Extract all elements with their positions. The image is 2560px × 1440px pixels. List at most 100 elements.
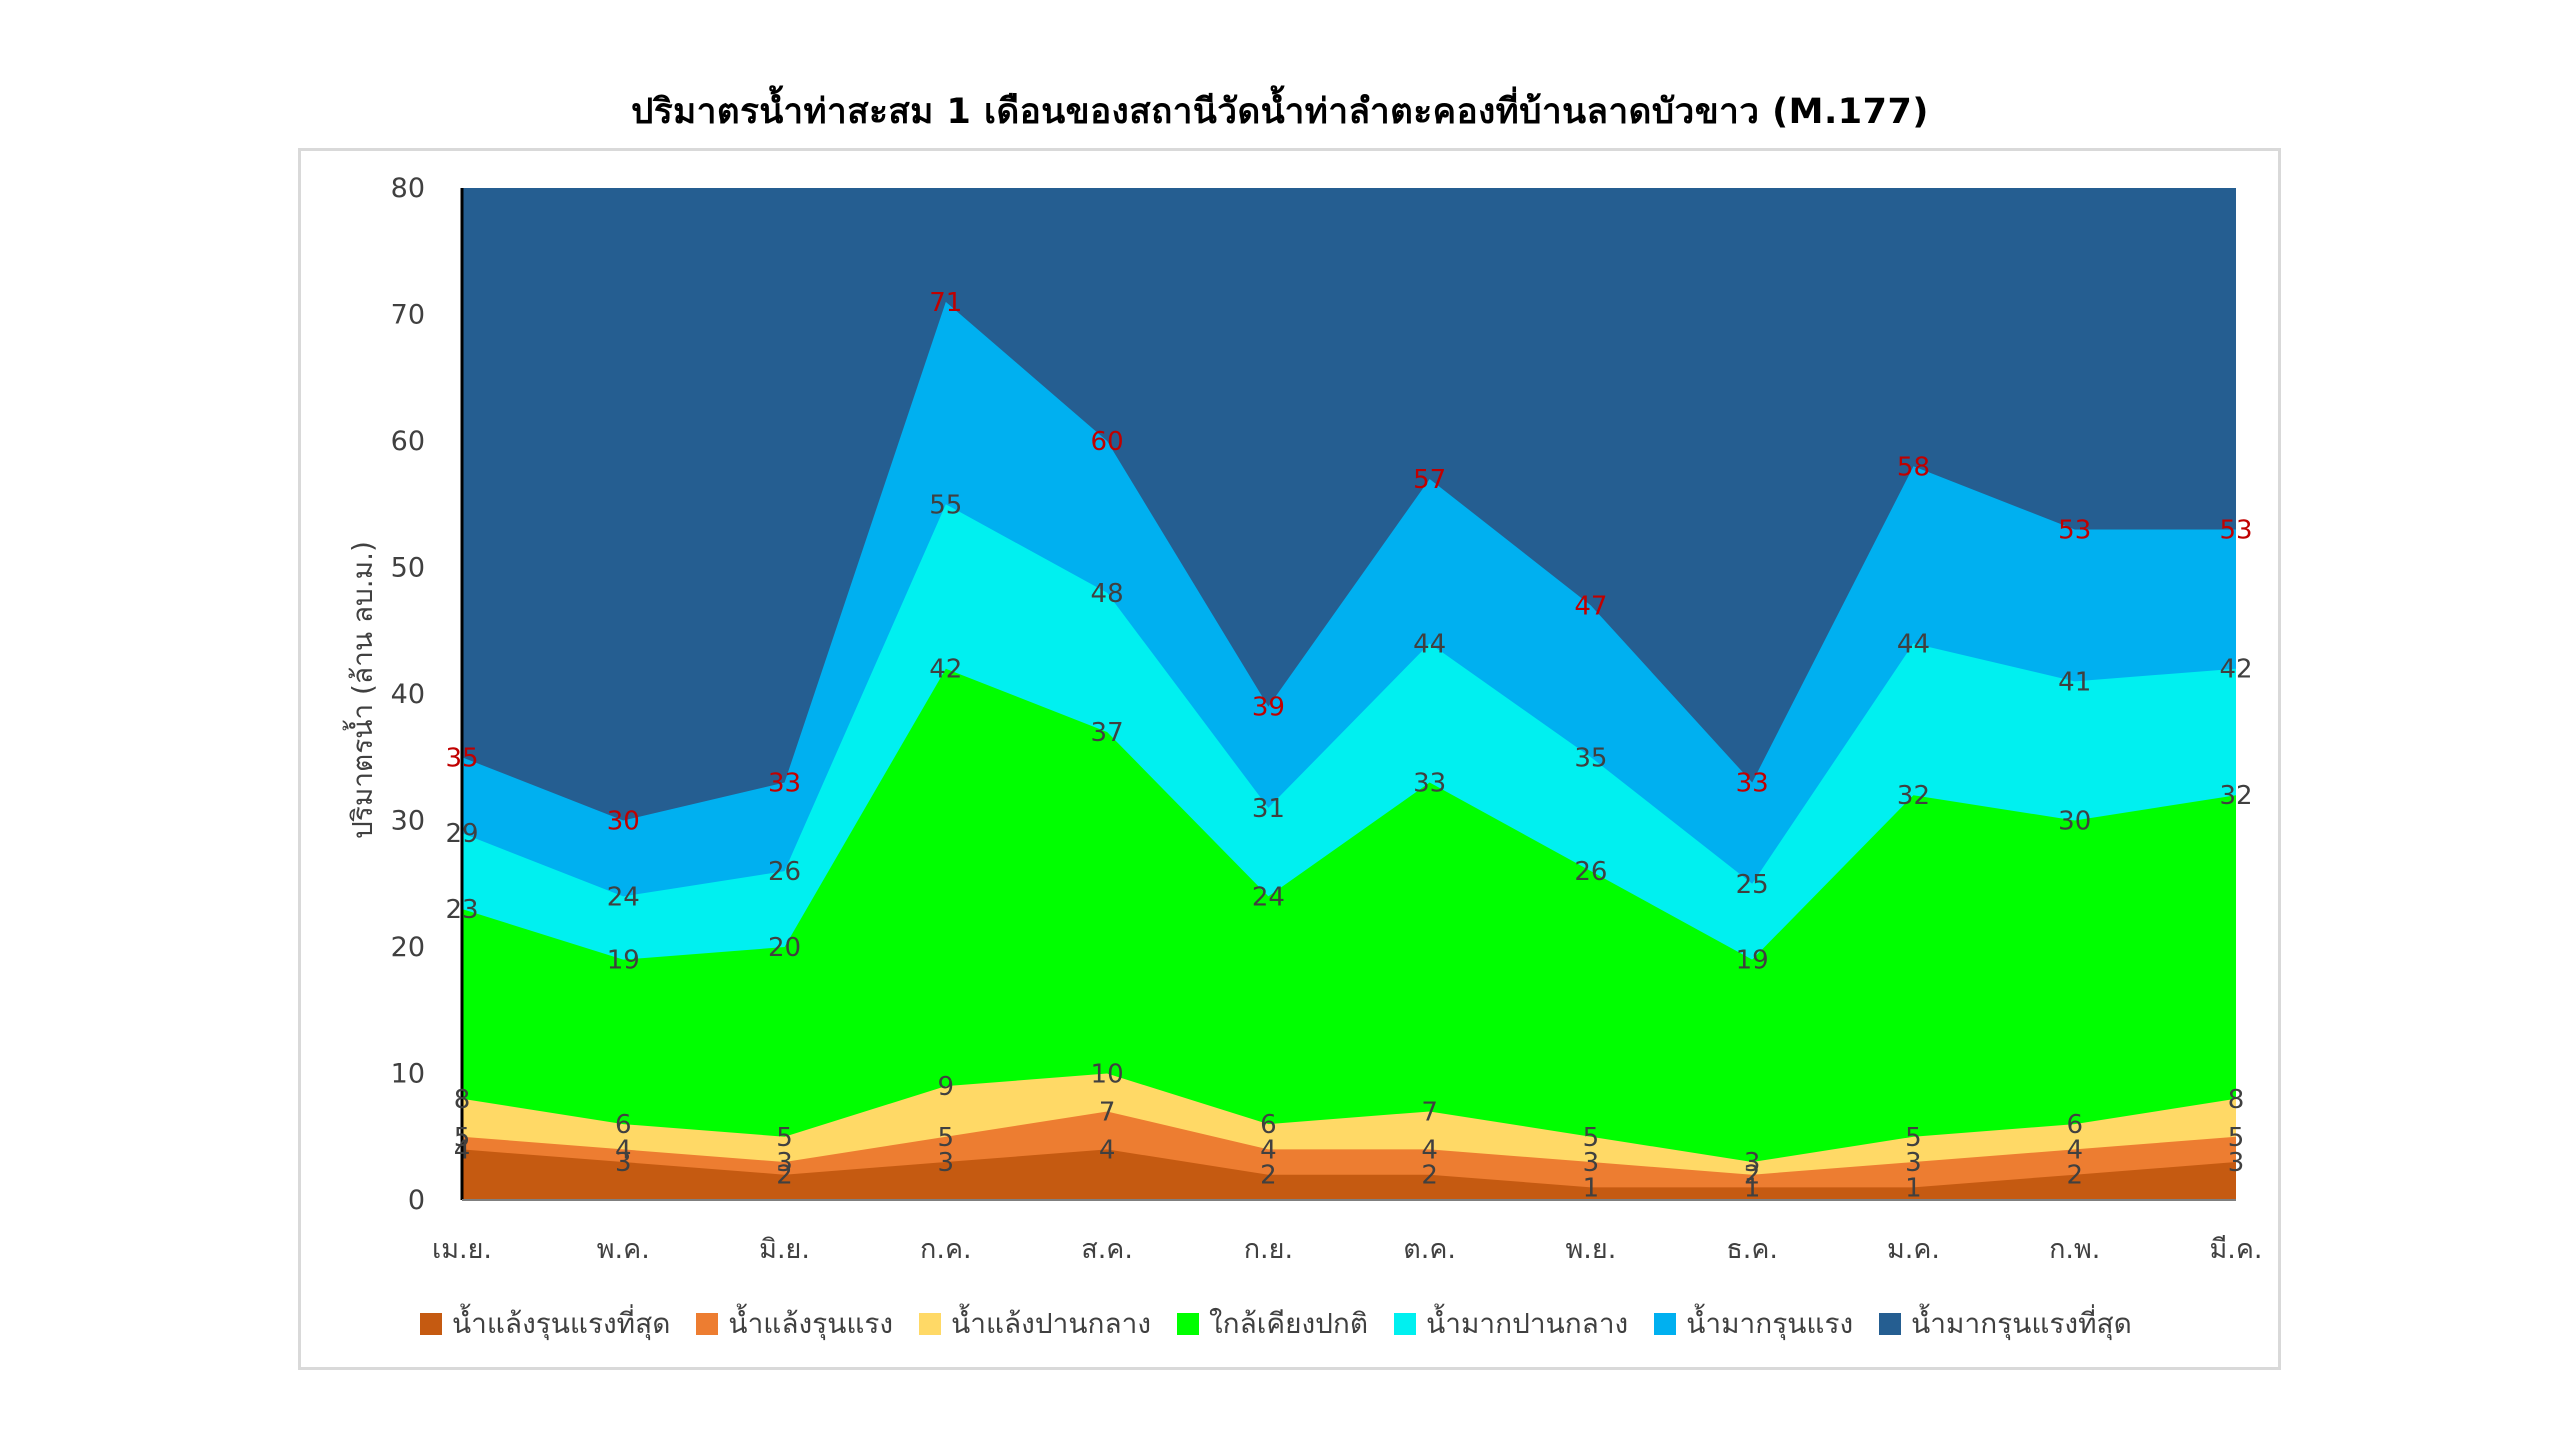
legend-swatch [696, 1313, 719, 1335]
legend-item: น้ำมากปานกลาง [1394, 1302, 1628, 1346]
data-label: 39 [1252, 693, 1285, 723]
data-label: 24 [607, 882, 640, 912]
x-tick-label: ธ.ค. [1726, 1234, 1778, 1265]
data-label: 35 [1574, 743, 1607, 773]
x-tick-label: ก.พ. [2049, 1234, 2100, 1265]
y-tick-label: 30 [391, 806, 425, 837]
legend-swatch [420, 1313, 442, 1335]
data-label: 6 [615, 1110, 632, 1140]
data-label: 4 [615, 1135, 632, 1165]
legend-item: ใกล้เคียงปกติ [1177, 1302, 1368, 1346]
data-label: 71 [929, 288, 962, 318]
legend-swatch [1394, 1313, 1417, 1335]
data-label: 42 [2219, 655, 2252, 685]
data-label: 53 [2219, 516, 2252, 546]
data-label: 55 [929, 490, 962, 520]
data-label: 1 [1583, 1173, 1600, 1203]
data-label: 3 [615, 1148, 632, 1178]
legend-item: น้ำแล้งรุนแรง [696, 1302, 893, 1346]
legend-swatch [1177, 1313, 1199, 1335]
data-label: 5 [1905, 1123, 1922, 1153]
x-tick-label: ก.ค. [920, 1234, 972, 1265]
data-label: 19 [607, 946, 640, 976]
data-label: 2 [1421, 1161, 1438, 1191]
data-label: 8 [2228, 1085, 2245, 1115]
data-label: 57 [1413, 465, 1446, 495]
area-series-3 [462, 668, 2236, 1200]
data-label: 24 [1252, 882, 1285, 912]
y-tick-label: 70 [391, 300, 425, 331]
data-label: 1 [1744, 1173, 1761, 1203]
data-label: 26 [1574, 857, 1607, 887]
data-label: 3 [776, 1148, 793, 1178]
x-tick-label: ก.ย. [1244, 1234, 1293, 1265]
data-label: 60 [1091, 427, 1124, 457]
chart-title: ปริมาตรน้ำท่าสะสม 1 เดือนของสถานีวัดน้ำท… [631, 92, 1929, 132]
y-tick-label: 0 [408, 1185, 425, 1216]
chart-frame [298, 148, 2281, 1370]
data-label: 1 [1905, 1173, 1922, 1203]
y-tick-label: 80 [391, 173, 425, 204]
legend-item: น้ำมากรุนแรง [1654, 1302, 1853, 1346]
data-label: 31 [1252, 794, 1285, 824]
data-label: 4 [1260, 1135, 1277, 1165]
data-label: 3 [1583, 1148, 1600, 1178]
data-label: 33 [1413, 769, 1446, 799]
x-tick-label: มิ.ย. [759, 1234, 810, 1265]
y-tick-label: 40 [391, 679, 425, 710]
data-label: 37 [1091, 718, 1124, 748]
data-label: 47 [1574, 591, 1607, 621]
data-label: 4 [2066, 1135, 2083, 1165]
data-label: 30 [607, 807, 640, 837]
data-label: 42 [929, 655, 962, 685]
data-label: 3 [2228, 1148, 2245, 1178]
legend-label: น้ำแล้งปานกลาง [951, 1307, 1151, 1340]
data-label: 33 [768, 769, 801, 799]
data-label: 2 [2066, 1161, 2083, 1191]
legend: น้ำแล้งรุนแรงที่สุด น้ำแล้งรุนแรง น้ำแล้งป… [420, 1300, 2200, 1348]
legend-swatch [919, 1313, 942, 1335]
data-label: 2 [1744, 1161, 1761, 1191]
data-label: 4 [1421, 1135, 1438, 1165]
data-label: 33 [1736, 769, 1769, 799]
y-tick-label: 50 [391, 553, 425, 584]
data-label: 6 [2066, 1110, 2083, 1140]
data-label: 3 [938, 1148, 955, 1178]
data-label: 35 [445, 743, 478, 773]
y-tick-label: 60 [391, 426, 425, 457]
legend-item: น้ำแล้งรุนแรงที่สุด [420, 1302, 670, 1346]
data-label: 20 [768, 933, 801, 963]
legend-item: น้ำแล้งปานกลาง [919, 1302, 1151, 1346]
legend-label: ใกล้เคียงปกติ [1209, 1307, 1369, 1340]
data-label: 44 [1897, 629, 1930, 659]
y-tick-label: 10 [391, 1059, 425, 1090]
legend-swatch [1879, 1313, 1902, 1335]
y-axis-label: ปริมาตรน้ำ (ล้าน ลบ.ม.) [342, 541, 379, 839]
data-label: 48 [1091, 579, 1124, 609]
data-label: 10 [1091, 1060, 1124, 1090]
data-label: 32 [2219, 781, 2252, 811]
data-label: 7 [1099, 1097, 1116, 1127]
data-label: 25 [1736, 870, 1769, 900]
data-label: 29 [445, 819, 478, 849]
axes-layer: 0 10 20 30 40 50 60 70 80 เม.ย. พ.ค. มิ.ย. ก.ค. ส.ค. ก… [391, 173, 2263, 1265]
data-label: 53 [2058, 516, 2091, 546]
x-tick-label: มี.ค. [2209, 1234, 2262, 1265]
x-tick-label: ต.ค. [1403, 1234, 1456, 1265]
x-tick-label: ส.ค. [1081, 1234, 1133, 1265]
data-label: 8 [454, 1085, 471, 1115]
data-label: 5 [776, 1123, 793, 1153]
data-label: 5 [938, 1123, 955, 1153]
data-label: 6 [1260, 1110, 1277, 1140]
data-label: 3 [1905, 1148, 1922, 1178]
data-label: 4 [1099, 1135, 1116, 1165]
legend-label: น้ำแล้งรุนแรงที่สุด [452, 1307, 671, 1340]
area-series-0 [462, 1149, 2236, 1200]
data-label: 32 [1897, 781, 1930, 811]
data-label: 2 [1260, 1161, 1277, 1191]
legend-label: น้ำมากปานกลาง [1426, 1307, 1629, 1340]
data-label: 19 [1736, 946, 1769, 976]
data-label: 9 [938, 1072, 955, 1102]
x-tick-label: ม.ค. [1887, 1234, 1940, 1265]
legend-swatch [1654, 1313, 1677, 1335]
